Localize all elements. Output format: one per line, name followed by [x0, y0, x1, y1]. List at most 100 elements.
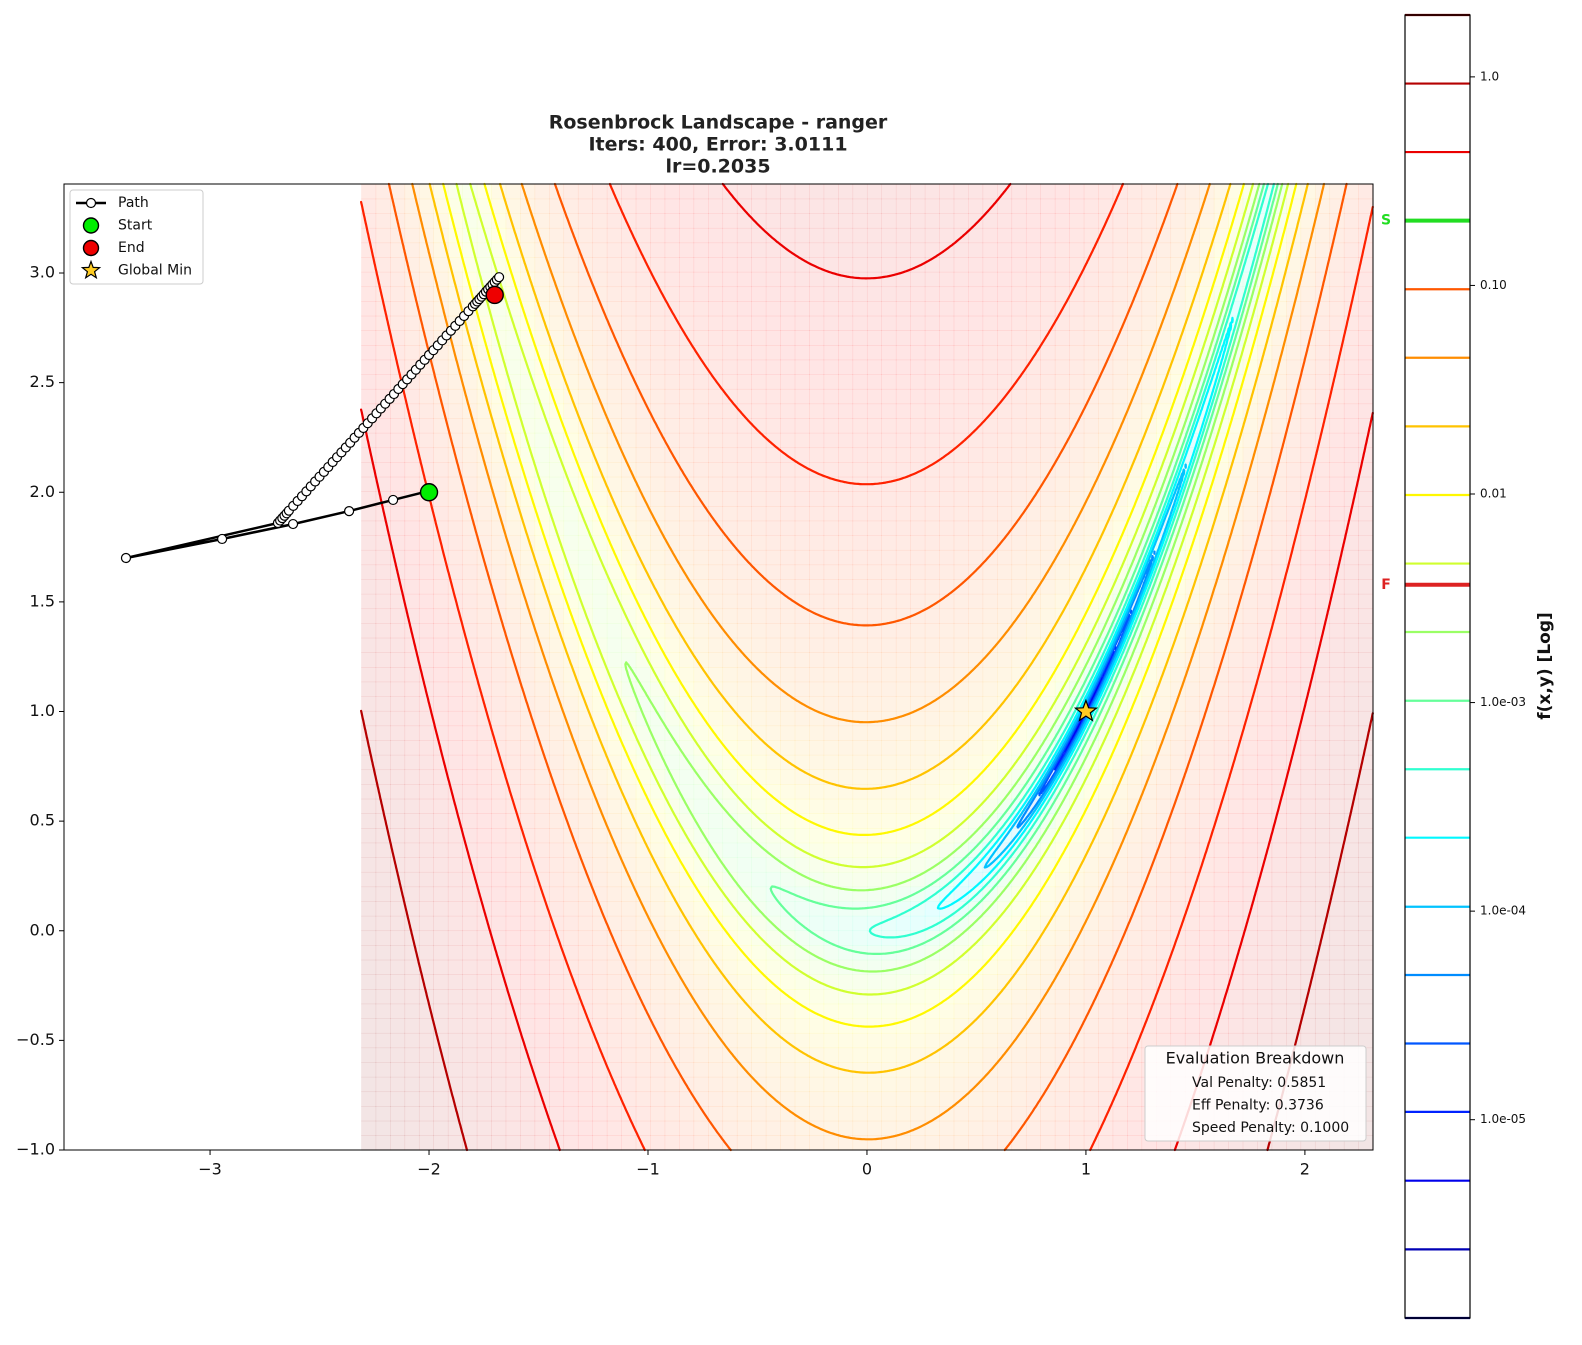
heat-cell: [853, 989, 868, 1004]
heat-cell: [983, 1077, 998, 1092]
heat-cell: [795, 1077, 810, 1092]
heat-cell: [563, 1048, 578, 1063]
heat-cell: [448, 1018, 463, 1033]
heat-cell: [1185, 1018, 1200, 1033]
heat-cell: [433, 857, 448, 872]
heat-cell: [1301, 872, 1316, 887]
heat-cell: [881, 1048, 896, 1063]
heat-cell: [1315, 960, 1330, 975]
heat-cell: [722, 1121, 737, 1136]
heat-cell: [1098, 1018, 1113, 1033]
heat-cell: [1228, 813, 1243, 828]
heat-cell: [1113, 813, 1128, 828]
heat-cell: [607, 960, 622, 975]
heat-cell: [708, 989, 723, 1004]
heat-cell: [1055, 828, 1070, 843]
heat-cell: [390, 799, 405, 814]
heat-cell: [607, 1048, 622, 1063]
heat-cell: [694, 916, 709, 931]
heat-cell: [751, 930, 766, 945]
heat-cell: [419, 945, 434, 960]
heat-cell: [1098, 1135, 1113, 1150]
heat-cell: [1329, 989, 1344, 1004]
heat-cell: [824, 1091, 839, 1106]
heat-cell: [968, 843, 983, 858]
heat-cell: [563, 1033, 578, 1048]
heat-cell: [1301, 828, 1316, 843]
heat-cell: [520, 769, 535, 784]
heat-cell: [361, 872, 376, 887]
heat-cell: [925, 1091, 940, 1106]
heat-cell: [809, 1077, 824, 1092]
heat-cell: [954, 1121, 969, 1136]
heat-cell: [1055, 872, 1070, 887]
heat-cell: [563, 755, 578, 770]
heat-cell: [867, 740, 882, 755]
heat-cell: [1344, 740, 1359, 755]
heat-cell: [477, 799, 492, 814]
heat-cell: [1272, 974, 1287, 989]
heat-cell: [968, 1121, 983, 1136]
heat-cell: [809, 989, 824, 1004]
heat-cell: [780, 1018, 795, 1033]
heat-cell: [563, 799, 578, 814]
heat-cell: [910, 1091, 925, 1106]
heat-cell: [491, 828, 506, 843]
heat-cell: [592, 857, 607, 872]
heat-cell: [520, 813, 535, 828]
heat-cell: [997, 960, 1012, 975]
heat-cell: [795, 740, 810, 755]
heat-cell: [665, 857, 680, 872]
heat-cell: [650, 887, 665, 902]
heat-cell: [910, 1033, 925, 1048]
heat-cell: [983, 989, 998, 1004]
heat-cell: [578, 799, 593, 814]
heat-cell: [679, 1033, 694, 1048]
heat-cell: [1084, 1077, 1099, 1092]
heat-cell: [1358, 974, 1373, 989]
heat-cell: [477, 945, 492, 960]
heat-cell: [1214, 901, 1229, 916]
heat-cell: [433, 1004, 448, 1019]
heat-cell: [968, 974, 983, 989]
heat-cell: [520, 1077, 535, 1092]
heat-cell: [1301, 857, 1316, 872]
heat-cell: [1199, 989, 1214, 1004]
heat-cell: [477, 1004, 492, 1019]
heat-cell: [636, 857, 651, 872]
heat-cell: [867, 799, 882, 814]
heat-cell: [404, 1018, 419, 1033]
heat-cell: [1142, 916, 1157, 931]
heat-cell: [506, 1033, 521, 1048]
heat-cell: [766, 1062, 781, 1077]
heat-cell: [361, 989, 376, 1004]
heat-cell: [780, 1048, 795, 1063]
heat-cell: [1257, 843, 1272, 858]
heat-cell: [1026, 1077, 1041, 1092]
heat-cell: [462, 1077, 477, 1092]
heat-cell: [477, 740, 492, 755]
heat-cell: [939, 1135, 954, 1150]
heat-cell: [795, 799, 810, 814]
heat-cell: [462, 916, 477, 931]
heat-cell: [1344, 916, 1359, 931]
heat-cell: [506, 1077, 521, 1092]
heat-cell: [968, 1048, 983, 1063]
heat-cell: [390, 1048, 405, 1063]
heat-cell: [376, 872, 391, 887]
heat-cell: [1257, 769, 1272, 784]
heat-cell: [1156, 857, 1171, 872]
heat-cell: [708, 930, 723, 945]
heat-cell: [1040, 1033, 1055, 1048]
heat-cell: [824, 1004, 839, 1019]
heat-cell: [592, 843, 607, 858]
heat-cell: [1026, 1033, 1041, 1048]
heat-cell: [1127, 1018, 1142, 1033]
heat-cell: [751, 945, 766, 960]
heat-cell: [1329, 769, 1344, 784]
heat-cell: [751, 960, 766, 975]
heat-cell: [433, 1135, 448, 1150]
heat-cell: [679, 1048, 694, 1063]
heat-cell: [939, 769, 954, 784]
heat-cell: [766, 1121, 781, 1136]
